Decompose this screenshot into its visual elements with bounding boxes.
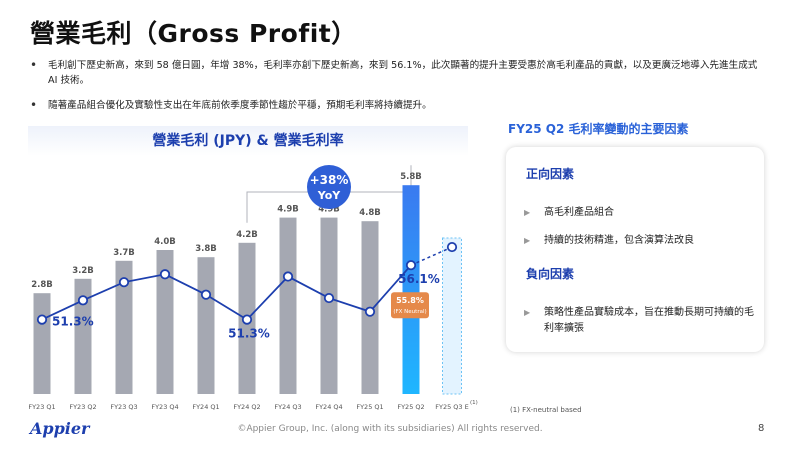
triangle-bullet-icon: ▶ (524, 208, 531, 217)
x-tick-label: FY25 Q2 (397, 403, 424, 411)
margin-label: 51.3% (52, 315, 94, 329)
margin-label: 56.1% (398, 272, 440, 286)
bar (115, 260, 133, 394)
positive-factors-header: 正向因素 (526, 167, 575, 181)
bullet-item: 毛利創下歷史新高，來到 58 億日圓，年增 38%，毛利率亦創下歷史新高，來到 … (26, 58, 766, 88)
x-tick-label: FY23 Q2 (69, 403, 96, 411)
x-tick-label: FY25 Q1 (356, 403, 383, 411)
bar (74, 278, 92, 394)
positive-factor-item: ▶ 持續的技術精進，包含演算法改良 (524, 233, 754, 249)
footnote: (1) FX-neutral based (510, 406, 582, 414)
bar-label: 3.8B (195, 244, 217, 254)
margin-point (446, 241, 458, 253)
bar-label: 2.8B (31, 280, 53, 290)
x-tick-label: FY24 Q3 (274, 403, 301, 411)
bar-label: 3.7B (113, 248, 135, 258)
copyright: ©Appier Group, Inc. (along with its subs… (237, 424, 543, 434)
x-tick-label: FY23 Q4 (151, 403, 178, 411)
bar (320, 217, 338, 394)
yoy-badge (307, 165, 351, 209)
yoy-label: YoY (317, 189, 342, 202)
bar-label: 4.9B (277, 205, 299, 215)
triangle-bullet-icon: ▶ (524, 236, 531, 245)
x-tick-label: FY25 Q3 E (435, 403, 468, 411)
bar (33, 293, 51, 394)
gross-profit-chart: 營業毛利 (JPY) & 營業毛利率 2.8B 3.2B 3.7B 4.0B 3.8B 4… (28, 126, 478, 416)
x-tick-label: FY24 Q2 (233, 403, 260, 411)
appier-logo: Appier (30, 419, 90, 438)
bar (279, 217, 297, 394)
page-title: 營業毛利（Gross Profit） (30, 19, 357, 48)
factor-text: 策略性產品實驗成本，旨在推動長期可持續的毛利率擴張 (544, 307, 754, 334)
factors-card: 正向因素 ▶ 高毛利產品組合 ▶ 持續的技術精進，包含演算法改良 負向因素 ▶ … (506, 147, 764, 352)
margin-point (282, 271, 294, 282)
factor-text: 高毛利產品組合 (544, 207, 614, 218)
margin-point (77, 295, 89, 306)
margin-point (323, 292, 335, 304)
bar-label: 3.2B (72, 266, 94, 276)
bullet-list: 毛利創下歷史新高，來到 58 億日圓，年增 38%，毛利率亦創下歷史新高，來到 … (26, 58, 766, 123)
positive-factor-item: ▶ 高毛利產品組合 (524, 205, 754, 221)
bar (156, 250, 174, 394)
negative-factors-header: 負向因素 (526, 267, 575, 281)
yoy-value: +38% (310, 173, 349, 187)
margin-point (241, 314, 253, 325)
chart-canvas: 2.8B 3.2B 3.7B 4.0B 3.8B 4.2B 4.9B 4.9B 4.8B 5.8B… (28, 165, 478, 411)
estimate-bar (442, 237, 462, 395)
x-tick-label: FY23 Q1 (28, 403, 55, 411)
bar-label: 4.9B (318, 205, 340, 215)
bar-label: 4.2B (236, 230, 258, 240)
negative-factor-item: ▶ 策略性產品實驗成本，旨在推動長期可持續的毛利率擴張 (524, 305, 754, 337)
x-tick-label: FY23 Q3 (110, 403, 137, 411)
bar (197, 257, 215, 394)
bar (402, 185, 420, 394)
margin-point (405, 260, 417, 271)
margin-line-estimate (410, 246, 453, 266)
margin-line (41, 264, 412, 321)
chart-title: 營業毛利 (JPY) & 營業毛利率 (28, 126, 468, 156)
factor-text: 持續的技術精進，包含演算法改良 (544, 235, 694, 246)
bar-label: 4.8B (359, 208, 381, 218)
triangle-bullet-icon: ▶ (524, 308, 531, 317)
margin-label: 51.3% (228, 327, 270, 341)
fx-neutral-note: (FX Neutral) (393, 309, 426, 315)
bullet-item: 隨著產品組合優化及實驗性支出在年底前依季度季節性趨於平穩，預期毛利率將持續提升。 (26, 98, 766, 113)
bar-label: 4.0B (154, 237, 176, 247)
x-tick-label: FY24 Q4 (315, 403, 342, 411)
footnote-marker: (1) (470, 400, 478, 406)
margin-point (200, 289, 212, 300)
x-tick-label: FY24 Q1 (192, 403, 219, 411)
margin-point (364, 306, 376, 317)
page-number: 8 (758, 423, 765, 434)
factors-title: FY25 Q2 毛利率變動的主要因素 (508, 122, 689, 136)
margin-point (159, 269, 171, 280)
bar-label: 5.8B (400, 172, 422, 182)
fx-neutral-value: 55.8% (396, 296, 424, 305)
margin-point (36, 314, 48, 325)
margin-point (118, 277, 130, 288)
fx-neutral-tag (391, 292, 429, 319)
